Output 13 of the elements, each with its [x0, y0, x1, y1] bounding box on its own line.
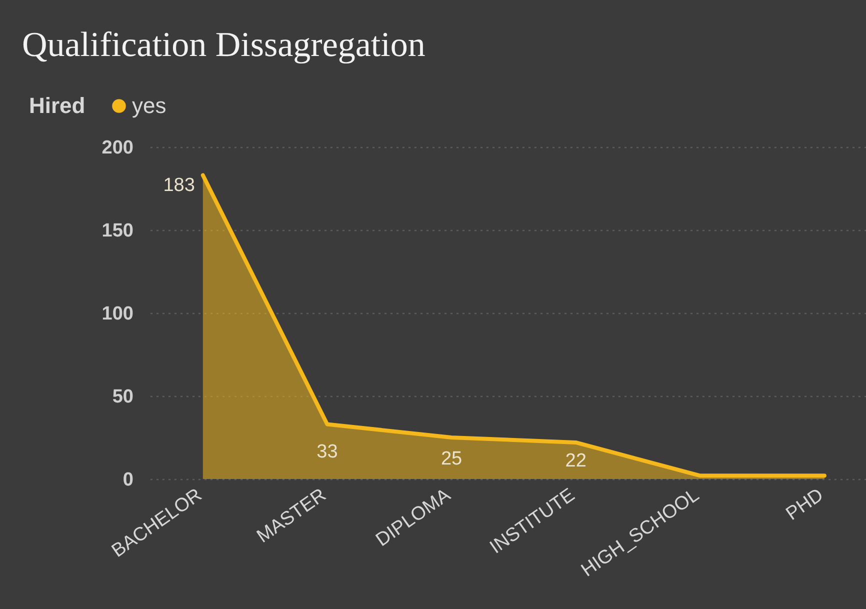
y-tick-label: 50 — [112, 386, 134, 408]
y-tick-label: 200 — [102, 138, 134, 158]
y-tick-label: 100 — [102, 304, 134, 324]
data-label: 183 — [163, 175, 195, 196]
legend-label: yes — [132, 93, 166, 118]
data-label: 33 — [316, 442, 338, 463]
data-label: 25 — [440, 448, 462, 470]
y-tick-label: 0 — [122, 470, 134, 490]
chart-title: Qualification Dissagregation — [22, 25, 426, 64]
data-label: 22 — [565, 450, 586, 472]
x-tick-label: PHD — [782, 484, 828, 525]
y-tick-label: 150 — [102, 220, 134, 242]
legend-title: Hired — [29, 93, 86, 118]
